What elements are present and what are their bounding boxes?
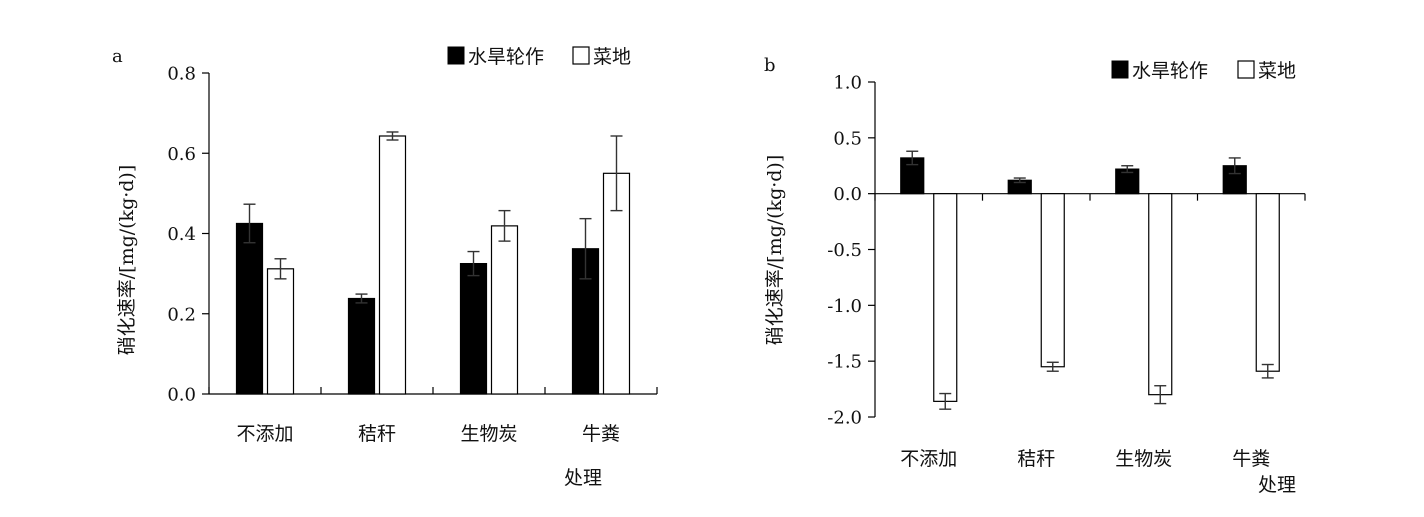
y-tick-label-b: 1.0 xyxy=(833,73,862,94)
legend-a: 水旱轮作 菜地 xyxy=(447,46,631,68)
y-tick-label-a: 0.2 xyxy=(167,304,196,325)
legend-swatch-series-2-b xyxy=(1237,60,1255,79)
x-axis-label-a: 处理 xyxy=(564,467,602,489)
chart-panel-b: b 硝化速率/[mg/(kg·d)] 处理 水旱轮作 菜地 1.0 0.5 0.0 -… xyxy=(764,55,1306,496)
x-tick-label-b: 生物炭 xyxy=(1115,448,1172,470)
y-tick-label-b: -1.0 xyxy=(827,296,862,317)
x-tick-label-b: 不添加 xyxy=(900,448,957,470)
y-tick-label-a: 0.6 xyxy=(167,144,196,165)
x-tick-label-b: 秸秆 xyxy=(1017,448,1055,470)
bar-series-2-a xyxy=(602,172,631,395)
y-axis-label-b: 硝化速率/[mg/(kg·d)] xyxy=(764,155,786,346)
chart-panel-a: a 硝化速率/[mg/(kg·d)] 处理 水旱轮作 菜地 0.0 0.2 0.4 0… xyxy=(112,46,658,489)
y-tick-label-b: -1.5 xyxy=(827,352,862,373)
x-tick-label-a: 牛粪 xyxy=(582,423,620,445)
y-tick-label-a: 0.0 xyxy=(167,385,196,406)
legend-b: 水旱轮作 菜地 xyxy=(1111,60,1296,82)
bar-series-2-a xyxy=(490,225,519,395)
bar-series-1-a xyxy=(347,297,376,395)
y-tick-label-b: -0.5 xyxy=(827,240,862,261)
panel-label-b: b xyxy=(764,55,776,76)
legend-label-series-2-a: 菜地 xyxy=(593,46,631,68)
legend-label-series-2-b: 菜地 xyxy=(1258,60,1296,82)
bar-series-2-b xyxy=(933,193,958,402)
bar-series-2-b xyxy=(1255,193,1280,372)
x-tick-label-b: 牛粪 xyxy=(1232,448,1270,470)
y-tick-label-b: 0.5 xyxy=(833,128,862,149)
bar-series-1-a xyxy=(459,262,488,395)
legend-label-series-1-a: 水旱轮作 xyxy=(468,46,544,68)
bar-series-1-a xyxy=(235,222,264,395)
y-tick-label-a: 0.8 xyxy=(167,64,196,85)
legend-label-series-1-b: 水旱轮作 xyxy=(1132,60,1208,82)
legend-swatch-series-1-a xyxy=(447,46,465,65)
x-tick-label-a: 秸秆 xyxy=(358,423,396,445)
bar-series-2-a xyxy=(378,135,407,395)
x-tick-label-a: 生物炭 xyxy=(460,423,517,445)
bar-series-2-b xyxy=(1040,193,1065,368)
y-tick-label-b: 0.0 xyxy=(833,184,862,205)
x-tick-label-a: 不添加 xyxy=(236,423,293,445)
y-tick-label-b: -2.0 xyxy=(827,408,862,429)
legend-swatch-series-2-a xyxy=(572,46,590,65)
y-axis-label-a: 硝化速率/[mg/(kg·d)] xyxy=(116,165,138,356)
legend-swatch-series-1-b xyxy=(1111,60,1129,79)
x-axis-label-b: 处理 xyxy=(1258,474,1296,496)
bar-series-2-a xyxy=(266,268,295,395)
bar-series-2-b xyxy=(1148,193,1173,396)
panel-label-a: a xyxy=(112,46,123,67)
y-tick-label-a: 0.4 xyxy=(167,224,196,245)
